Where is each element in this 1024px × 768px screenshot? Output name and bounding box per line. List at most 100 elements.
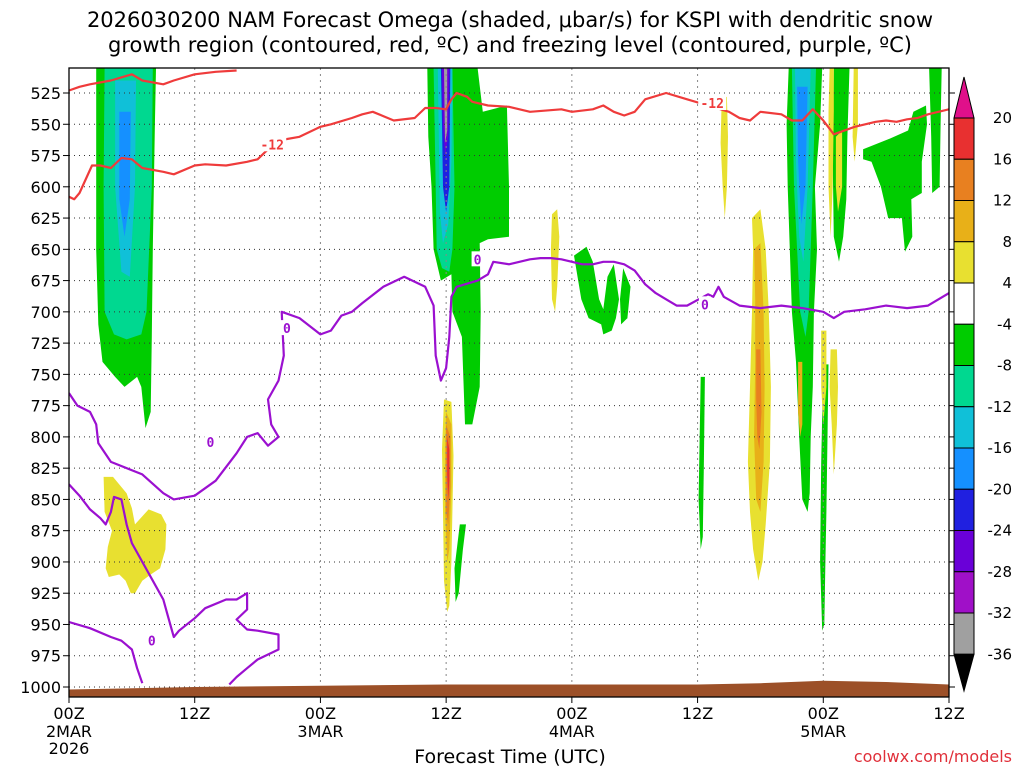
y-tick-label-700: 700 (30, 303, 61, 322)
y-tick-label-750: 750 (30, 365, 61, 384)
dgz-label-b-bg (698, 95, 727, 111)
x-tick-time-84: 12Z (933, 704, 964, 723)
x-tick-time-36: 12Z (430, 704, 461, 723)
omega-region-11 (574, 246, 619, 335)
chart-title-line-1: 2026030200 NAM Forecast Omega (shaded, μ… (87, 8, 933, 32)
colorbar-swatch-4 (953, 282, 975, 325)
terrain-fill (69, 680, 949, 697)
freezing-label-a: 0 (283, 322, 291, 337)
colorbar-swatch-6 (953, 365, 975, 408)
colorbar-swatch-7 (953, 406, 975, 449)
omega-region-13 (698, 376, 705, 550)
omega-region-12 (620, 268, 631, 325)
x-tick-time-60: 12Z (682, 704, 713, 723)
y-tick-label-650: 650 (30, 240, 61, 259)
dgz-line-top (69, 69, 237, 92)
x-tick-date-72: 5MAR (800, 722, 846, 741)
omega-region-5 (454, 524, 466, 602)
colorbar-label-0: 20 (993, 109, 1012, 127)
freezing-level-line-lower (69, 483, 280, 686)
dgz-label-a: -12 (260, 138, 283, 153)
y-tick-label-725: 725 (30, 334, 61, 353)
y-axis-pressure: 525 550 575 600 625 650 675 700 725 750 775 800 825 8… (20, 84, 955, 697)
omega-region-31 (756, 349, 762, 450)
omega-region-34 (835, 130, 843, 212)
freezing-label-b: 0 (207, 436, 215, 451)
y-tick-label-950: 950 (30, 615, 61, 634)
omega-region-32 (828, 68, 834, 237)
terrain-layer (69, 680, 949, 697)
y-tick-label-525: 525 (30, 84, 61, 103)
omega-region-26 (447, 436, 450, 500)
freezing-level-line-corner (69, 620, 144, 684)
x-tick-time-72: 00Z (808, 704, 839, 723)
x-tick-time-24: 00Z (305, 704, 336, 723)
freezing-label-c: 0 (148, 635, 156, 650)
freezing-label-b-bg (204, 433, 217, 449)
dgz-label-b: -12 (700, 97, 723, 112)
colorbar-label-5: -4 (997, 315, 1012, 333)
x-tick-date-0: 2MAR (46, 722, 92, 741)
colorbar-label-2: 12 (993, 192, 1012, 210)
y-tick-label-575: 575 (30, 147, 61, 166)
omega-region-18 (820, 364, 829, 631)
colorbar-swatch-2 (953, 200, 975, 243)
colorbar-label-3: 8 (1002, 233, 1012, 251)
omega-region-20 (929, 68, 942, 193)
colorbar-label-9: -20 (988, 480, 1013, 498)
omega-shaded-layer (96, 68, 942, 631)
x-tick-year-0: 2026 (49, 739, 90, 758)
omega-region-22 (103, 476, 167, 594)
freezing-label-a-bg (280, 320, 293, 336)
freezing-level-line-main (69, 257, 949, 501)
x-tick-date-48: 4MAR (549, 722, 595, 741)
colorbar-swatch-5 (953, 323, 975, 366)
colorbar-swatch-10 (953, 530, 975, 573)
omega-region-35 (829, 349, 838, 475)
site-credit: coolwx.com/models (854, 747, 1012, 766)
freezing-label-d-bg (471, 251, 484, 267)
x-tick-time-48: 00Z (556, 704, 587, 723)
omega-region-37 (798, 361, 803, 437)
x-axis-label: Forecast Time (UTC) (414, 746, 605, 768)
colorbar-swatch-12 (953, 612, 975, 655)
grid-lines (69, 68, 949, 697)
colorbar-top-arrow (953, 76, 975, 119)
colorbar-label-11: -28 (988, 563, 1013, 581)
colorbar-bottom-arrow (953, 653, 975, 693)
y-tick-label-800: 800 (30, 428, 61, 447)
omega-region-33 (852, 68, 858, 162)
x-tick-time-0: 00Z (53, 704, 84, 723)
y-tick-label-875: 875 (30, 522, 61, 541)
colorbar-swatch-8 (953, 447, 975, 490)
omega-region-21 (863, 105, 927, 252)
freezing-label-d: 0 (474, 253, 482, 268)
colorbar-label-7: -12 (988, 398, 1013, 416)
colorbar-label-12: -32 (988, 604, 1013, 622)
contour-layer: 0 0 0 0 0 -12 -12 (69, 69, 949, 686)
plot-frame (68, 67, 950, 698)
y-tick-label-675: 675 (30, 272, 61, 291)
y-tick-label-775: 775 (30, 397, 61, 416)
y-tick-label-850: 850 (30, 490, 61, 509)
y-tick-label-900: 900 (30, 553, 61, 572)
freezing-label-e-bg (698, 296, 711, 312)
y-tick-label-600: 600 (30, 178, 61, 197)
colorbar-label-6: -8 (997, 357, 1012, 375)
colorbar-label-4: 4 (1002, 274, 1012, 292)
dgz-label-a-bg (258, 136, 287, 152)
y-tick-label-825: 825 (30, 459, 61, 478)
omega-region-27 (550, 209, 560, 312)
x-tick-time-12: 12Z (179, 704, 210, 723)
colorbar-label-13: -36 (988, 645, 1013, 663)
colorbar-swatch-1 (953, 158, 975, 201)
y-tick-label-925: 925 (30, 584, 61, 603)
colorbar-swatch-9 (953, 488, 975, 531)
colorbar-swatch-3 (953, 241, 975, 284)
colorbar-swatch-11 (953, 571, 975, 614)
y-tick-label-625: 625 (30, 209, 61, 228)
omega-colorbar: 20 16 12 8 4 -4 -8 -12 -16 -20 -24 -28 -32 -36 (953, 76, 1013, 693)
x-tick-date-24: 3MAR (297, 722, 343, 741)
